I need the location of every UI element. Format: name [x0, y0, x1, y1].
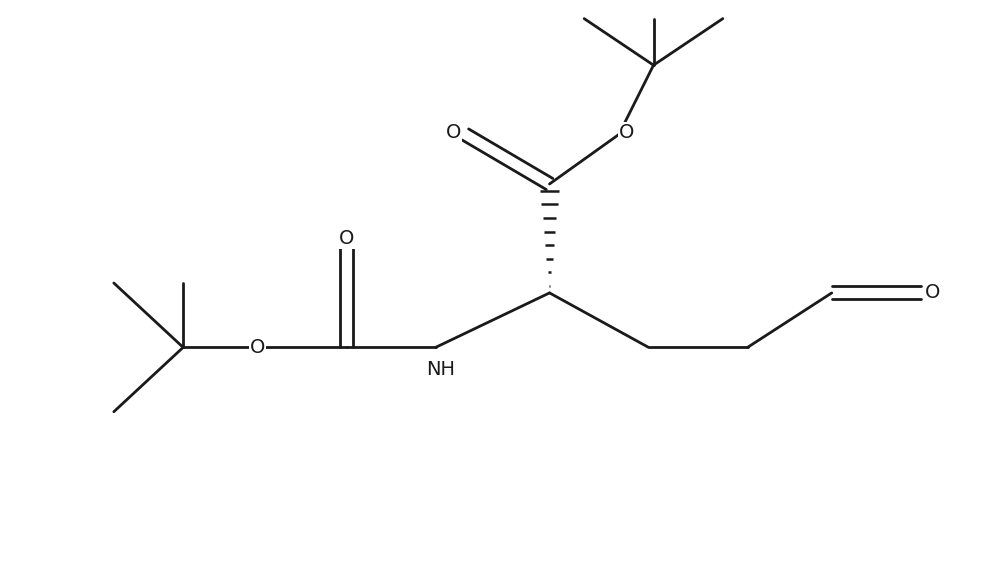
Text: NH: NH — [425, 360, 454, 379]
Text: O: O — [250, 338, 265, 357]
Text: O: O — [445, 123, 460, 142]
Text: O: O — [619, 123, 634, 142]
Text: O: O — [338, 229, 354, 248]
Text: O: O — [924, 283, 940, 302]
